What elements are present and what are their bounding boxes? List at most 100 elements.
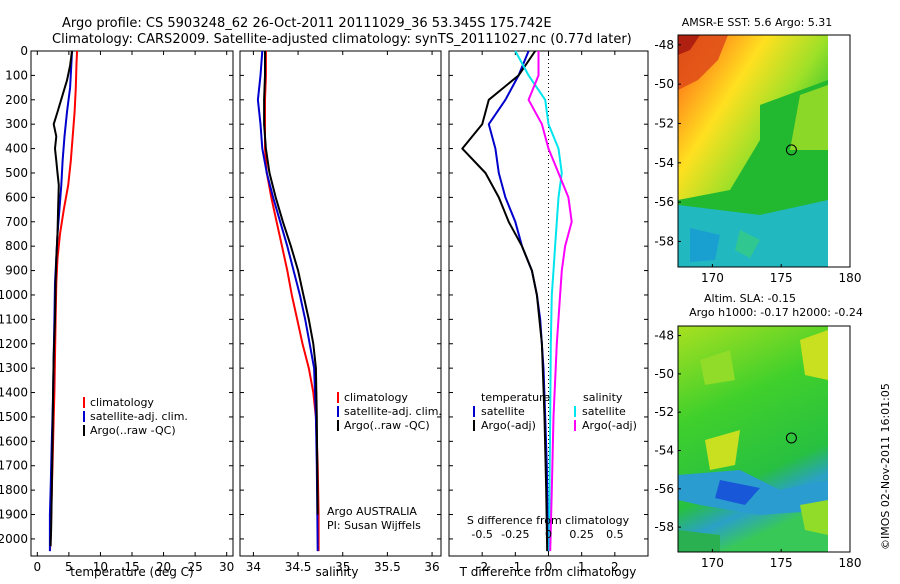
- depth-tick-label: 1200: [0, 337, 28, 351]
- x-tick-label: 20: [156, 560, 171, 574]
- sst-map-axes: [677, 34, 851, 268]
- legend-s-satellite: satellite: [582, 405, 626, 418]
- map-y-tick-label: -50: [654, 367, 674, 381]
- sst-land-mask: [828, 35, 850, 267]
- series-line-salinity-argo-adj-: [527, 51, 573, 552]
- sla-land-mask: [828, 326, 850, 552]
- depth-tick-label: 1000: [0, 288, 28, 302]
- map-x-tick-label: 175: [770, 556, 793, 570]
- map-x-tick-label: 170: [701, 556, 724, 570]
- salinity-lines: [256, 50, 320, 552]
- x-tick-label: 1: [578, 560, 586, 574]
- map-x-tick-label: 180: [839, 556, 862, 570]
- map-x-tick-label: 180: [839, 271, 862, 285]
- legend-s-argo: Argo(-adj): [582, 419, 637, 432]
- sla-map-axes: [677, 325, 851, 553]
- x-tick-label: 2: [611, 560, 619, 574]
- difference-top-label: S difference from climatology: [467, 514, 630, 527]
- map-y-tick-label: -54: [654, 443, 674, 457]
- map-y-tick-label: -48: [654, 38, 674, 52]
- sla-map-panel: Altim. SLA: -0.15 Argo h1000: -0.17 h200…: [654, 292, 863, 570]
- sla-map-title: Altim. SLA: -0.15: [704, 292, 796, 305]
- depth-tick-label: 1900: [0, 508, 28, 522]
- x-tick-label: -2: [476, 560, 488, 574]
- series-line-climatology: [264, 51, 320, 552]
- depth-tick-label: 1600: [0, 434, 28, 448]
- sst-argo-marker: [785, 144, 797, 156]
- temperature-panel: 0100200300400500600700800900100011001200…: [0, 44, 234, 579]
- depth-tick-label: 600: [5, 190, 28, 204]
- x-tick-label: 10: [93, 560, 108, 574]
- map-y-tick-label: -52: [654, 116, 674, 130]
- series-line-argo-raw-qc-: [49, 50, 73, 547]
- series-line-salinity-satellite: [514, 50, 563, 552]
- x-tick-label: 34.5: [285, 560, 312, 574]
- salinity-panel: 34 34.5 35 35.5 36 salinity climatology sate…: [239, 50, 442, 579]
- map-y-tick-label: -50: [654, 77, 674, 91]
- depth-tick-label: 1100: [0, 312, 28, 326]
- sla-map-ticks: 170 175 180 -48 -50 -52 -54 -56 -58: [654, 329, 861, 570]
- legend-t-argo: Argo(-adj): [481, 419, 536, 432]
- s-diff-tick-label: 0.25: [569, 528, 594, 541]
- series-line-argo-raw-qc-: [263, 51, 319, 515]
- depth-tick-label: 300: [5, 117, 28, 131]
- map-y-tick-label: -56: [654, 482, 674, 496]
- salinity-x-axis: 34 34.5 35 35.5 36: [240, 50, 441, 574]
- map-x-tick-label: 170: [701, 271, 724, 285]
- x-tick-label: 5: [65, 560, 73, 574]
- x-tick-label: 35.5: [374, 560, 401, 574]
- sla-argo-marker: [785, 432, 797, 444]
- s-diff-tick-label: -0.25: [501, 528, 529, 541]
- map-y-tick-label: -56: [654, 195, 674, 209]
- depth-tick-label: 1500: [0, 410, 28, 424]
- map-y-tick-label: -58: [654, 234, 674, 248]
- depth-tick-label: 500: [5, 166, 28, 180]
- watermark: ©IMOS 02-Nov-2011 16:01:05: [879, 383, 892, 550]
- temperature-legend-climatology: climatology: [90, 396, 154, 409]
- depth-tick-label: 100: [5, 68, 28, 82]
- x-tick-label: 30: [219, 560, 234, 574]
- depth-axis: 0 100 200 300 400 500 600 700 800 900 1000 1100 1200…: [0, 44, 233, 546]
- depth-tick-label: 400: [5, 142, 28, 156]
- depth-tick-label: 1400: [0, 386, 28, 400]
- map-y-tick-label: -48: [654, 329, 674, 343]
- temperature-xlabel: temperature (deg C): [70, 565, 193, 579]
- salinity-xlabel: salinity: [315, 565, 358, 579]
- difference-panel: -2 -1 0 1 2 T difference from climatology S …: [448, 50, 649, 579]
- x-tick-label: 34: [246, 560, 261, 574]
- difference-legend: temperature satellite Argo(-adj) salinit…: [473, 391, 637, 432]
- sst-map-ticks: 170 175 180 -48 -50 -52 -54 -56 -58: [654, 38, 861, 285]
- pi-label: PI: Susan Wijffels: [327, 519, 421, 532]
- s-diff-tick-label: 0: [545, 528, 552, 541]
- s-diff-tick-label: -0.5: [471, 528, 492, 541]
- depth-tick-label: 0: [20, 44, 28, 58]
- map-y-tick-label: -58: [654, 520, 674, 534]
- salinity-legend-argo: Argo(..raw -QC): [344, 419, 430, 432]
- sla-map-subtitle: Argo h1000: -0.17 h2000: -0.24: [689, 306, 863, 319]
- sla-heatmap: [678, 326, 828, 552]
- salinity-legend: climatology satellite-adj. clim. Argo(..…: [337, 391, 442, 432]
- legend-t-satellite: satellite: [481, 405, 525, 418]
- salinity-axes: [239, 50, 442, 557]
- depth-tick-label: 2000: [0, 532, 28, 546]
- s-diff-tick-label: 0.5: [606, 528, 624, 541]
- temperature-legend-argo: Argo(..raw -QC): [90, 424, 176, 437]
- series-line-satellite-adj-clim-: [256, 50, 319, 552]
- depth-tick-label: 900: [5, 264, 28, 278]
- depth-tick-label: 200: [5, 93, 28, 107]
- temperature-axes: [30, 50, 234, 557]
- difference-lines: [461, 50, 573, 552]
- series-line-satellite: [487, 50, 549, 552]
- legend-temperature-title: temperature: [481, 391, 550, 404]
- difference-xlabel: T difference from climatology: [459, 565, 637, 579]
- x-tick-label: 15: [124, 560, 139, 574]
- salinity-legend-climatology: climatology: [344, 391, 408, 404]
- temperature-x-axis: 0 5 10 15 20 25 30: [33, 51, 234, 574]
- sst-map-panel: AMSR-E SST: 5.6 Argo: 5.31 170 175 180 -48 -…: [654, 16, 861, 285]
- map-x-tick-label: 175: [770, 271, 793, 285]
- depth-tick-label: 1800: [0, 483, 28, 497]
- x-tick-label: -1: [509, 560, 521, 574]
- sst-heatmap: [678, 35, 828, 267]
- salinity-legend-satellite: satellite-adj. clim.: [344, 405, 442, 418]
